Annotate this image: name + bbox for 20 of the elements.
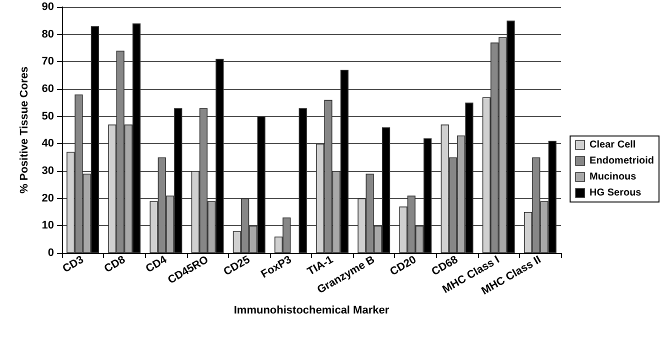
x-tick-label: CD20 bbox=[388, 254, 418, 278]
y-tick-label: 80 bbox=[42, 28, 54, 40]
y-axis-title: % Positive Tissue Cores bbox=[18, 66, 30, 194]
y-tick-label: 0 bbox=[48, 247, 54, 259]
y-tick-label: 30 bbox=[42, 165, 54, 177]
x-tick-label: CD4 bbox=[144, 253, 170, 276]
y-tick-label: 10 bbox=[42, 220, 54, 232]
legend-label: Clear Cell bbox=[590, 140, 636, 150]
x-tick-label: CD3 bbox=[60, 254, 86, 276]
x-tick-label: CD8 bbox=[102, 254, 128, 276]
y-tick-label: 60 bbox=[42, 83, 54, 95]
y-tick-label: 90 bbox=[42, 1, 54, 13]
legend-label: Mucinous bbox=[590, 172, 637, 182]
y-tick-label: 70 bbox=[42, 56, 54, 68]
y-tick-label: 20 bbox=[42, 192, 54, 204]
x-axis-title: Immunohistochemical Marker bbox=[234, 304, 390, 316]
legend-label: HG Serous bbox=[590, 188, 642, 198]
y-tick-label: 50 bbox=[42, 110, 54, 122]
legend-label: Endometrioid bbox=[590, 156, 654, 166]
y-tick-label: 40 bbox=[42, 138, 54, 150]
